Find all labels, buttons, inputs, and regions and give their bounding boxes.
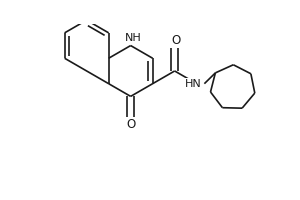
- Text: HN: HN: [185, 79, 202, 89]
- Text: NH: NH: [125, 33, 142, 43]
- Text: O: O: [126, 118, 135, 131]
- Text: O: O: [172, 34, 181, 47]
